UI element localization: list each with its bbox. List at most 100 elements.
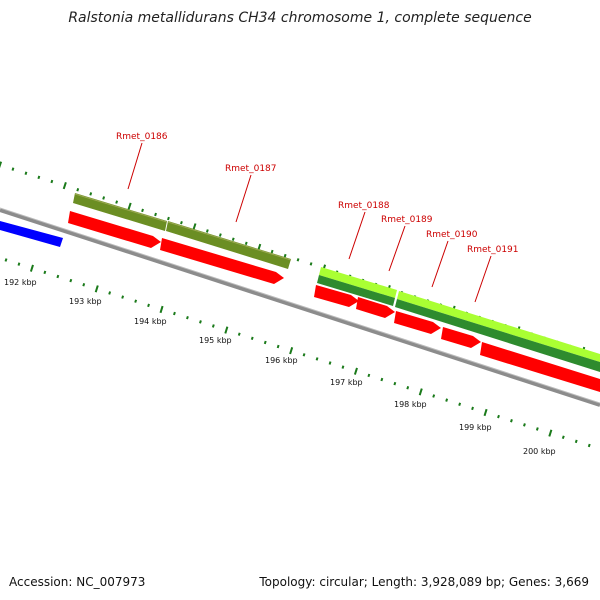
minor-tick: [237, 332, 241, 336]
lime-feature-2[interactable]: [397, 291, 600, 362]
minor-tick: [50, 179, 54, 184]
minor-tick: [43, 270, 47, 275]
minor-tick: [587, 443, 591, 448]
chromosome-backbone: [0, 208, 600, 407]
tick-label-197kbp: 197 kbp: [330, 378, 363, 387]
gene-label-rmet-0187[interactable]: Rmet_0187: [225, 164, 277, 174]
minor-tick: [309, 262, 313, 266]
minor-tick: [180, 220, 183, 225]
minor-tick: [211, 324, 215, 328]
minor-tick: [134, 299, 138, 303]
minor-tick: [561, 435, 565, 440]
gene-label-rmet-0190[interactable]: Rmet_0190: [426, 230, 478, 240]
major-tick: [224, 326, 229, 334]
minor-tick: [276, 344, 280, 349]
cds-arrow-rmet-0189[interactable]: [356, 297, 395, 318]
minor-tick: [218, 233, 222, 237]
minor-tick: [406, 386, 410, 390]
genome-stats-text: Topology: circular; Length: 3,928,089 bp…: [259, 575, 589, 589]
tick-label-192kbp: 192 kbp: [4, 278, 37, 287]
minor-tick: [393, 381, 397, 386]
minor-tick: [574, 439, 578, 444]
minor-tick: [154, 212, 157, 217]
minor-tick: [283, 253, 287, 258]
major-tick: [29, 264, 34, 272]
gene-label-rmet-0188[interactable]: Rmet_0188: [338, 201, 390, 211]
minor-tick: [523, 423, 526, 427]
olive-feature-1-highlight: [74, 193, 168, 223]
minor-tick: [458, 402, 462, 406]
minor-tick: [141, 208, 144, 213]
minor-tick: [471, 406, 474, 411]
major-tick: [418, 388, 423, 396]
minor-tick: [231, 237, 235, 241]
minor-tick: [341, 365, 345, 369]
minor-tick: [17, 262, 21, 266]
minor-tick: [445, 398, 449, 402]
minor-tick: [4, 258, 8, 262]
major-tick: [289, 347, 294, 355]
minor-tick: [244, 241, 248, 246]
minor-tick: [302, 353, 306, 357]
minor-tick: [535, 427, 539, 431]
minor-tick: [147, 303, 150, 308]
minor-tick: [250, 336, 254, 341]
olive-feature-1[interactable]: [73, 193, 167, 231]
major-tick: [62, 181, 67, 190]
blue-feature[interactable]: [0, 221, 63, 247]
accession-text: Accession: NC_007973: [9, 575, 146, 589]
lime-feature-1[interactable]: [319, 267, 397, 298]
cds-arrow-rmet-0187[interactable]: [160, 238, 284, 284]
minor-tick: [108, 291, 112, 295]
cds-arrow-rmet-0190[interactable]: [394, 311, 441, 334]
green-feature-2[interactable]: [395, 299, 600, 372]
minor-tick: [115, 200, 119, 204]
gene-label-rmet-0189[interactable]: Rmet_0189: [381, 215, 433, 225]
gene-label-rmet-0191[interactable]: Rmet_0191: [467, 245, 519, 255]
minor-tick: [510, 419, 513, 423]
major-tick: [0, 161, 3, 169]
minor-tick: [173, 311, 176, 316]
tick-label-195kbp: 195 kbp: [199, 336, 232, 345]
minor-tick: [56, 274, 60, 279]
major-tick: [548, 429, 553, 437]
cds-arrow-rmet-0191b[interactable]: [480, 342, 600, 392]
minor-tick: [24, 171, 28, 175]
cds-arrow-rmet-0186[interactable]: [68, 211, 161, 248]
olive-feature-2[interactable]: [166, 221, 291, 269]
minor-tick: [37, 175, 41, 180]
minor-tick: [199, 320, 202, 324]
minor-tick: [69, 278, 73, 283]
minor-tick: [497, 414, 500, 419]
tick-label-198kbp: 198 kbp: [394, 400, 427, 409]
major-tick: [159, 305, 164, 314]
minor-tick: [263, 340, 267, 345]
tick-label-193kbp: 193 kbp: [69, 297, 102, 306]
minor-tick: [102, 196, 106, 200]
cds-arrow-rmet-0188[interactable]: [314, 285, 359, 307]
olive-feature-2-highlight: [167, 221, 292, 261]
minor-tick: [11, 167, 15, 171]
backbone-highlight: [0, 207, 600, 404]
cds-arrow-rmet-0191a[interactable]: [441, 327, 481, 348]
green-feature-1[interactable]: [317, 275, 395, 306]
tick-label-200kbp: 200 kbp: [523, 447, 556, 456]
tick-label-196kbp: 196 kbp: [265, 356, 298, 365]
major-tick: [353, 367, 358, 375]
minor-tick: [432, 394, 436, 398]
minor-tick: [186, 315, 189, 320]
tick-label-194kbp: 194 kbp: [134, 317, 167, 326]
gene-label-rmet-0186[interactable]: Rmet_0186: [116, 132, 168, 142]
minor-tick: [89, 192, 93, 196]
inner-tick-ring: [4, 258, 591, 448]
minor-tick: [328, 361, 332, 365]
minor-tick: [296, 258, 300, 262]
minor-tick: [315, 357, 319, 361]
minor-tick: [167, 216, 170, 221]
map-title: Ralstonia metallidurans CH34 chromosome …: [68, 10, 532, 26]
tick-label-199kbp: 199 kbp: [459, 423, 492, 432]
major-tick: [483, 408, 488, 417]
major-tick: [127, 202, 132, 210]
minor-tick: [380, 377, 384, 382]
minor-tick: [121, 295, 125, 299]
